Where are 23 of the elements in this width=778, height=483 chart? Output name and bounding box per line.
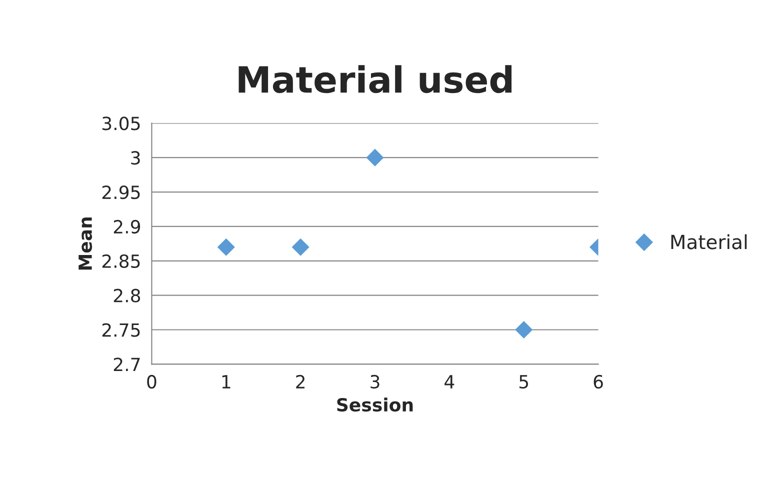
y-tick-label: 2.9	[114, 220, 140, 234]
y-tick-label: 2.75	[102, 323, 140, 337]
x-tick-label: 3	[370, 374, 380, 389]
x-tick-label: 6	[594, 374, 603, 389]
chart-title: Material used	[238, 65, 512, 94]
point	[217, 238, 235, 256]
y-tick-label: 3	[131, 151, 140, 165]
y-tick-label: 3.05	[102, 116, 140, 130]
x-tick-label: 4	[444, 375, 454, 388]
y-tick-label: 2.8	[114, 288, 140, 302]
y-tick-label: 2.7	[114, 358, 140, 372]
point	[366, 148, 384, 166]
x-tick-label: 1	[222, 375, 230, 388]
legend-label: Material	[671, 234, 747, 250]
point	[292, 238, 310, 256]
y-tick-label: 2.85	[102, 254, 140, 268]
x-axis-title: Session	[337, 398, 413, 412]
point	[515, 320, 533, 339]
x-tick-label: 2	[296, 374, 305, 388]
y-tick-label: 2.95	[102, 185, 140, 200]
x-tick-label: 5	[520, 375, 528, 389]
x-tick-label: 0	[147, 374, 156, 389]
y-axis-title: Mean	[78, 217, 92, 270]
